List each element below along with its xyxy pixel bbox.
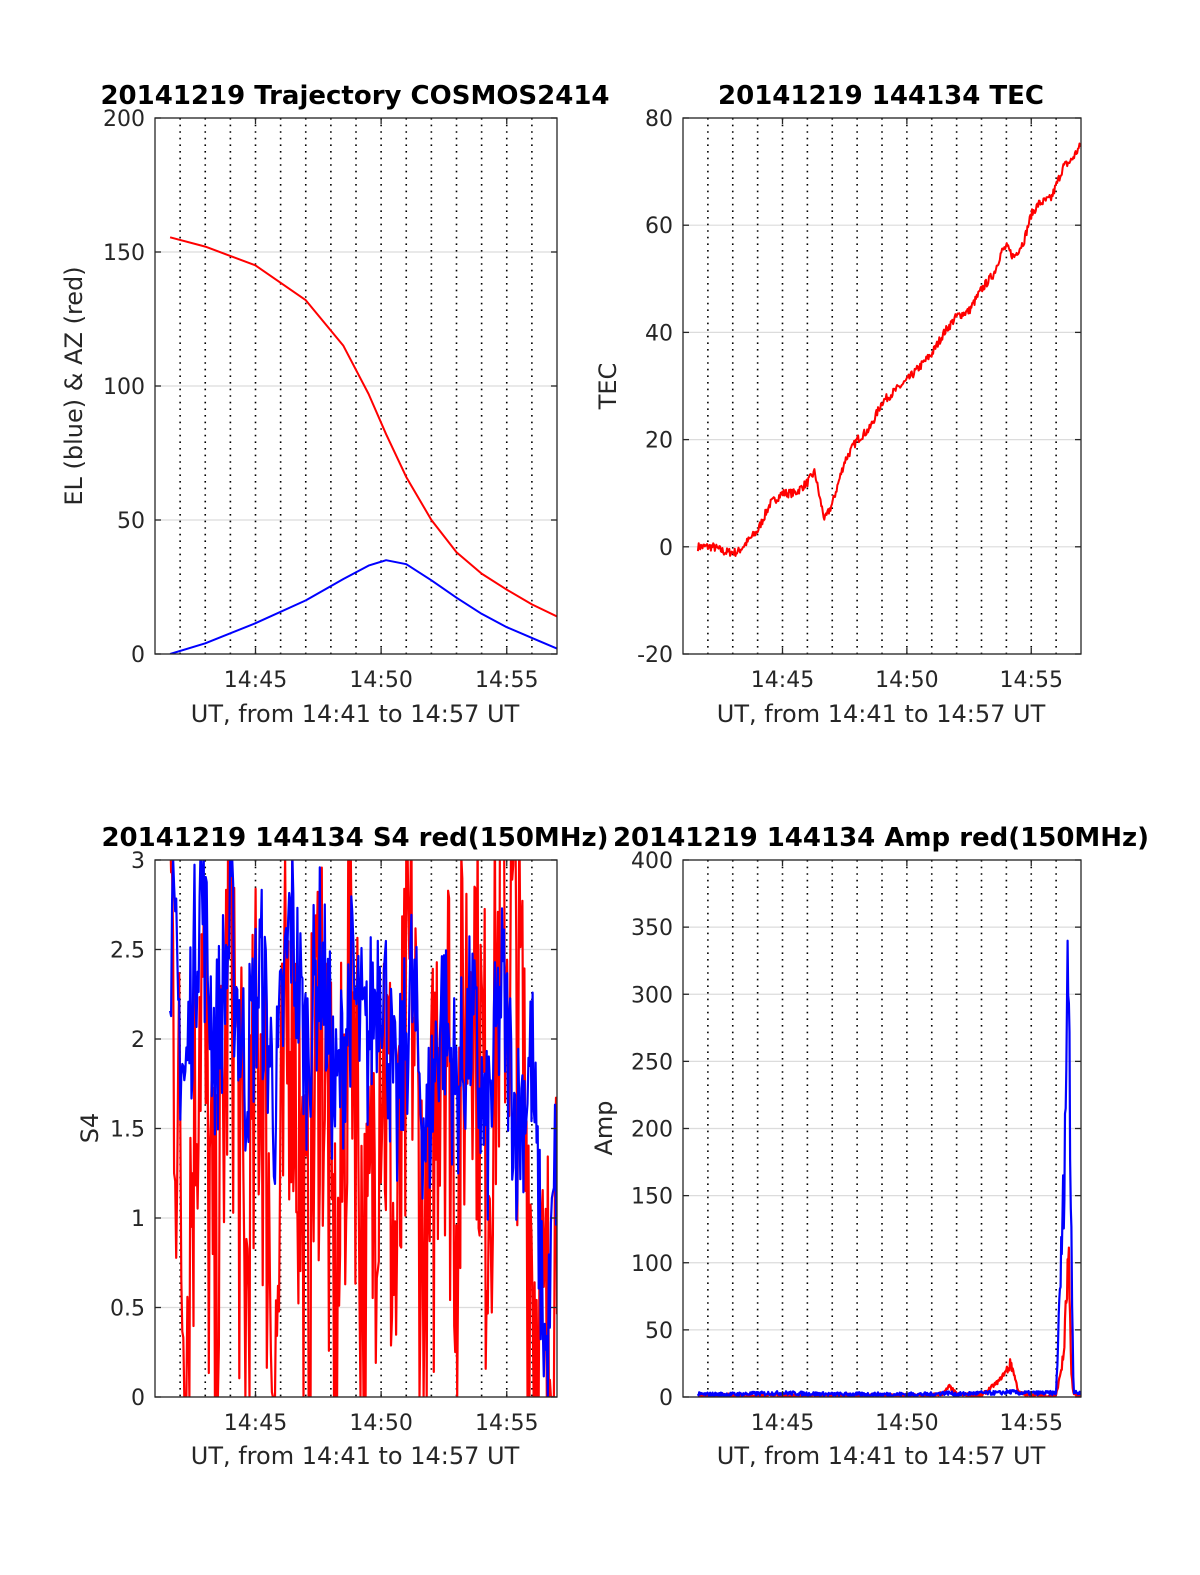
chart-title: 20141219 Trajectory COSMOS2414 [100, 81, 609, 111]
y-tick-label: 3 [131, 849, 145, 874]
y-axis-label: S4 [76, 1113, 104, 1144]
x-tick-label: 14:45 [751, 1411, 814, 1436]
chart-title: 20141219 144134 S4 red(150MHz) [101, 823, 608, 853]
x-tick-label: 14:55 [1000, 1411, 1063, 1436]
y-tick-label: -20 [637, 643, 673, 668]
series-line [696, 142, 1081, 557]
series-line [169, 559, 557, 654]
y-tick-label: 0 [131, 1386, 145, 1411]
chart-amp: 20141219 144134 Amp red(150MHz) Amp UT, … [590, 823, 1149, 1470]
y-tick-label: 200 [631, 1118, 673, 1143]
y-tick-label: 200 [103, 107, 145, 132]
y-tick-label: 100 [631, 1252, 673, 1277]
x-tick-label: 14:55 [475, 1411, 538, 1436]
plot-area [696, 939, 1081, 1397]
x-tick-label: 14:45 [224, 668, 287, 693]
x-tick-label: 14:50 [349, 1411, 412, 1436]
plot-area [169, 860, 557, 1397]
y-axis-label: EL (blue) & AZ (red) [60, 266, 88, 505]
y-tick-label: 1.5 [110, 1118, 145, 1143]
y-axis-label: TEC [594, 363, 622, 411]
y-tick-label: 0 [659, 1386, 673, 1411]
y-tick-label: 20 [645, 429, 673, 454]
y-tick-label: 250 [631, 1050, 673, 1075]
y-axis-label: Amp [590, 1100, 618, 1155]
series-line [696, 939, 1081, 1397]
y-tick-label: 60 [645, 214, 673, 239]
x-tick-label: 14:55 [1000, 668, 1063, 693]
plot-area [169, 236, 557, 654]
y-tick-label: 100 [103, 375, 145, 400]
y-tick-label: 400 [631, 849, 673, 874]
chart-s4: 20141219 144134 S4 red(150MHz) S4 UT, fr… [76, 823, 609, 1470]
x-axis-label: UT, from 14:41 to 14:57 UT [717, 700, 1046, 728]
y-tick-label: 350 [631, 916, 673, 941]
y-tick-label: 300 [631, 983, 673, 1008]
x-tick-label: 14:45 [224, 1411, 287, 1436]
axes-box [682, 117, 1082, 655]
y-tick-label: 2.5 [110, 939, 145, 964]
y-tick-label: 40 [645, 321, 673, 346]
y-tick-label: 50 [645, 1319, 673, 1344]
x-tick-label: 14:50 [875, 668, 938, 693]
series-line [697, 1246, 1081, 1397]
chart-tec: 20141219 144134 TEC TEC UT, from 14:41 t… [594, 81, 1082, 728]
y-tick-label: 150 [631, 1185, 673, 1210]
y-tick-label: 1 [131, 1207, 145, 1232]
series-line [169, 236, 557, 618]
chart-trajectory: 20141219 Trajectory COSMOS2414 EL (blue)… [60, 81, 610, 728]
x-tick-label: 14:50 [875, 1411, 938, 1436]
y-tick-label: 150 [103, 241, 145, 266]
chart-title: 20141219 144134 TEC [718, 81, 1044, 111]
y-tick-label: 0.5 [110, 1297, 145, 1322]
y-tick-label: 50 [117, 509, 145, 534]
x-tick-label: 14:55 [475, 668, 538, 693]
plot-area [696, 142, 1081, 557]
chart-title: 20141219 144134 Amp red(150MHz) [613, 823, 1149, 853]
y-tick-label: 2 [131, 1028, 145, 1053]
y-tick-label: 0 [131, 643, 145, 668]
x-axis-label: UT, from 14:41 to 14:57 UT [191, 700, 520, 728]
y-tick-label: 80 [645, 107, 673, 132]
x-tick-label: 14:45 [751, 668, 814, 693]
y-tick-label: 0 [659, 536, 673, 561]
x-axis-label: UT, from 14:41 to 14:57 UT [191, 1442, 520, 1470]
x-axis-label: UT, from 14:41 to 14:57 UT [717, 1442, 1046, 1470]
x-tick-label: 14:50 [349, 668, 412, 693]
series-line [169, 860, 557, 1397]
